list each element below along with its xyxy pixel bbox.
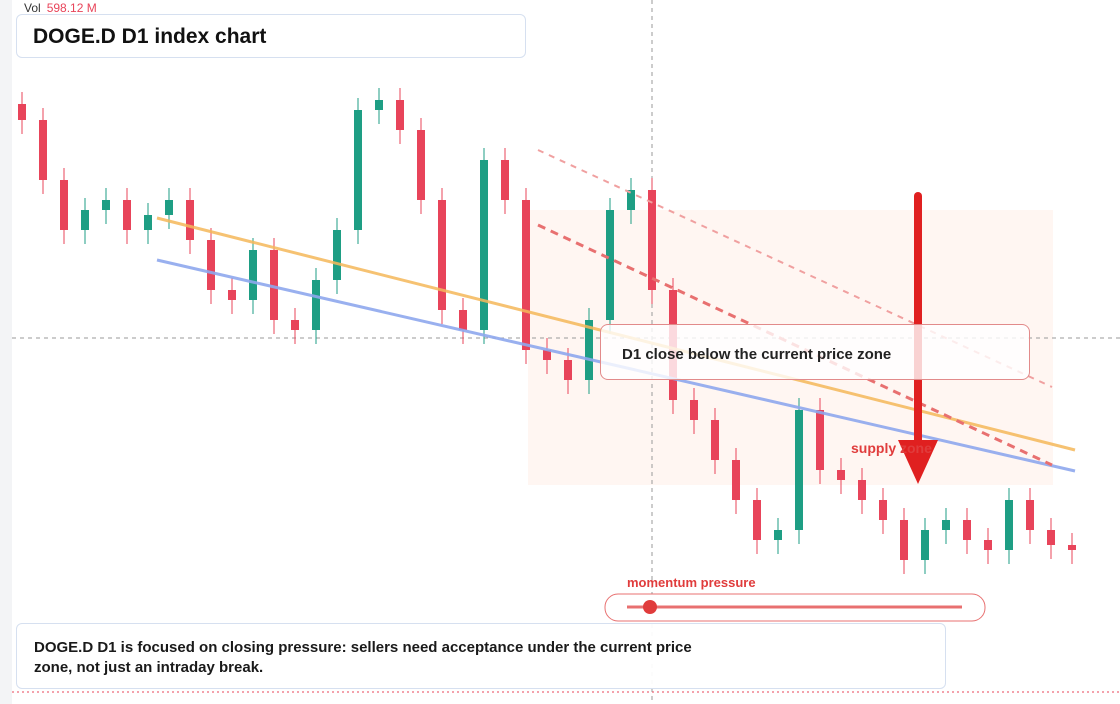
candle-body (1026, 500, 1034, 530)
candle-body (900, 520, 908, 560)
description-text: DOGE.D D1 is focused on closing pressure… (34, 639, 692, 676)
candle-body (984, 540, 992, 550)
candle-body (627, 190, 635, 210)
candle-body (312, 280, 320, 330)
candle-body (438, 200, 446, 310)
zone-callout: D1 close below the current price zone (600, 324, 1030, 380)
candle-body (354, 110, 362, 230)
candle-body (543, 350, 551, 360)
candle-body (774, 530, 782, 540)
left-gutter (0, 0, 12, 704)
zone-callout-text: D1 close below the current price zone (622, 346, 892, 363)
candle-body (144, 215, 152, 230)
candle-body (858, 480, 866, 500)
candle-body (711, 420, 719, 460)
candle-body (963, 520, 971, 540)
down-arrow-head (898, 440, 938, 484)
title-panel: DOGE.D D1 index chart (16, 14, 526, 58)
candle-body (18, 104, 26, 120)
candle-body (39, 120, 47, 180)
candle-body (501, 160, 509, 200)
supply-zone-label: supply zone (851, 440, 932, 456)
candle-body (816, 410, 824, 470)
candle-body (165, 200, 173, 215)
candle-body (942, 520, 950, 530)
candle-body (795, 410, 803, 530)
candle-body (837, 470, 845, 480)
volume-value: 598.12 M (46, 1, 97, 15)
candle-body (522, 200, 530, 350)
candle-body (60, 180, 68, 230)
candle-body (564, 360, 572, 380)
candle-body (1047, 530, 1055, 545)
candle-body (270, 250, 278, 320)
candle-body (753, 500, 761, 540)
candle-body (1005, 500, 1013, 550)
volume-label: Vol (24, 1, 41, 15)
candle-body (249, 250, 257, 300)
description-panel: DOGE.D D1 is focused on closing pressure… (16, 623, 946, 689)
candle-body (480, 160, 488, 330)
candle-body (123, 200, 131, 230)
candle-body (396, 100, 404, 130)
candle-body (207, 240, 215, 290)
candle-body (1068, 545, 1076, 550)
candle-body (606, 210, 614, 320)
candle-body (228, 290, 236, 300)
candle-body (102, 200, 110, 210)
volume-readout: Vol 598.12 M (24, 1, 97, 15)
candle-body (921, 530, 929, 560)
candle-body (417, 130, 425, 200)
candle-body (585, 320, 593, 380)
candle-body (81, 210, 89, 230)
candle-body (186, 200, 194, 240)
chart-title: DOGE.D D1 index chart (33, 25, 267, 48)
candle-body (879, 500, 887, 520)
candle-body (291, 320, 299, 330)
momentum-label: momentum pressure (627, 575, 756, 590)
candle-body (333, 230, 341, 280)
momentum-knob (643, 600, 657, 614)
candle-body (732, 460, 740, 500)
candle-body (690, 400, 698, 420)
candle-body (648, 190, 656, 290)
candle-body (459, 310, 467, 330)
candle-body (375, 100, 383, 110)
